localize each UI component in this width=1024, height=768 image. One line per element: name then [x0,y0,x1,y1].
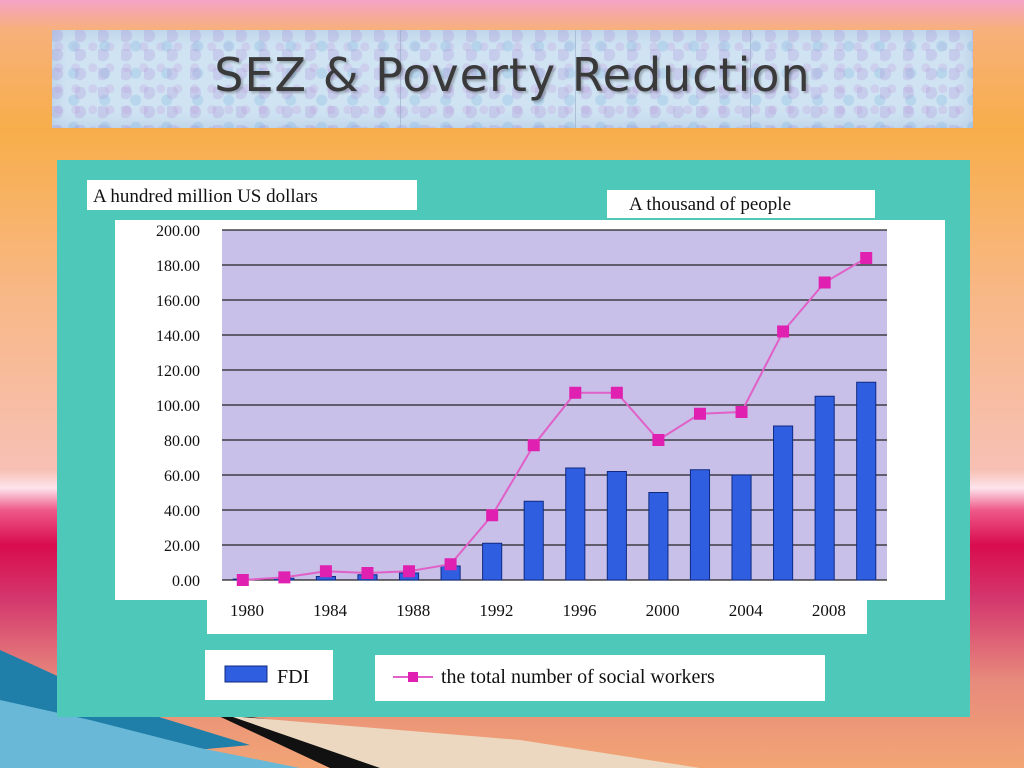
y-axis-left-label: A hundred million US dollars [93,186,318,207]
y-tick-label: 80.00 [164,433,200,450]
social-workers-polyline [242,257,867,581]
fdi-bar [856,381,877,581]
social-workers-point [610,386,623,399]
y-axis-right-label: A thousand of people [629,194,791,215]
x-tick-label: 1988 [396,601,430,620]
fdi-social-workers-chart: A hundred million US dollars A thousand … [87,180,945,701]
slide-title: SEZ & Poverty Reduction [214,48,811,102]
social-workers-point [444,558,457,571]
fdi-bar [648,492,669,581]
social-workers-point [527,439,540,452]
y-tick-label: 200.00 [156,223,200,240]
y-tick-label: 20.00 [164,538,200,555]
fdi-bar [773,425,794,581]
fdi-bar [523,500,544,581]
fdi-bar [606,471,627,581]
x-tick-label: 2004 [729,601,764,620]
x-axis-ticks: 1980 1984 1988 1992 1996 2000 2004 2008 [230,601,846,620]
social-workers-line [236,252,873,586]
fdi-bar [814,395,835,581]
legend-fdi-label: FDI [277,666,309,688]
legend-social-workers-label: the total number of social workers [441,666,715,688]
chart-legend: FDI the total number of social workers [224,665,715,688]
y-tick-label: 120.00 [156,363,200,380]
x-tick-label: 1984 [313,601,348,620]
y-tick-label: 60.00 [164,468,200,485]
social-workers-point [693,407,706,420]
social-workers-point [236,574,249,586]
fdi-bar [565,467,586,581]
chart-panel: A hundred million US dollars A thousand … [57,160,970,717]
y-tick-label: 0.00 [172,573,200,590]
y-tick-label: 160.00 [156,293,200,310]
social-workers-point [278,571,291,584]
fdi-bars [232,381,877,581]
social-workers-point [652,434,665,446]
y-axis-ticks: 0.00 20.00 40.00 60.00 80.00 100.00 120.00 140.… [156,223,200,590]
y-tick-label: 40.00 [164,503,200,520]
legend-bar-swatch [224,665,268,683]
title-banner: SEZ & Poverty Reduction [52,30,973,128]
social-workers-point [361,567,374,579]
social-workers-point [818,276,831,289]
y-tick-label: 180.00 [156,258,200,275]
fdi-bar [689,469,711,581]
x-tick-label: 1992 [479,601,513,620]
x-tick-label: 2000 [646,601,680,620]
x-tick-label: 1996 [562,601,596,620]
fdi-bar [731,474,752,581]
fdi-bar [482,542,503,581]
x-tick-label: 2008 [812,601,846,620]
social-workers-point [403,565,416,578]
x-tick-label: 1980 [230,601,264,620]
social-workers-point [735,406,748,418]
social-workers-point [486,509,499,522]
social-workers-point [777,325,790,338]
y-tick-label: 140.00 [156,328,200,345]
social-workers-point [860,252,873,264]
plot-area [222,229,887,586]
y-tick-label: 100.00 [156,398,200,415]
legend-line-marker [408,672,418,682]
social-workers-point [569,386,582,399]
social-workers-point [319,565,332,578]
